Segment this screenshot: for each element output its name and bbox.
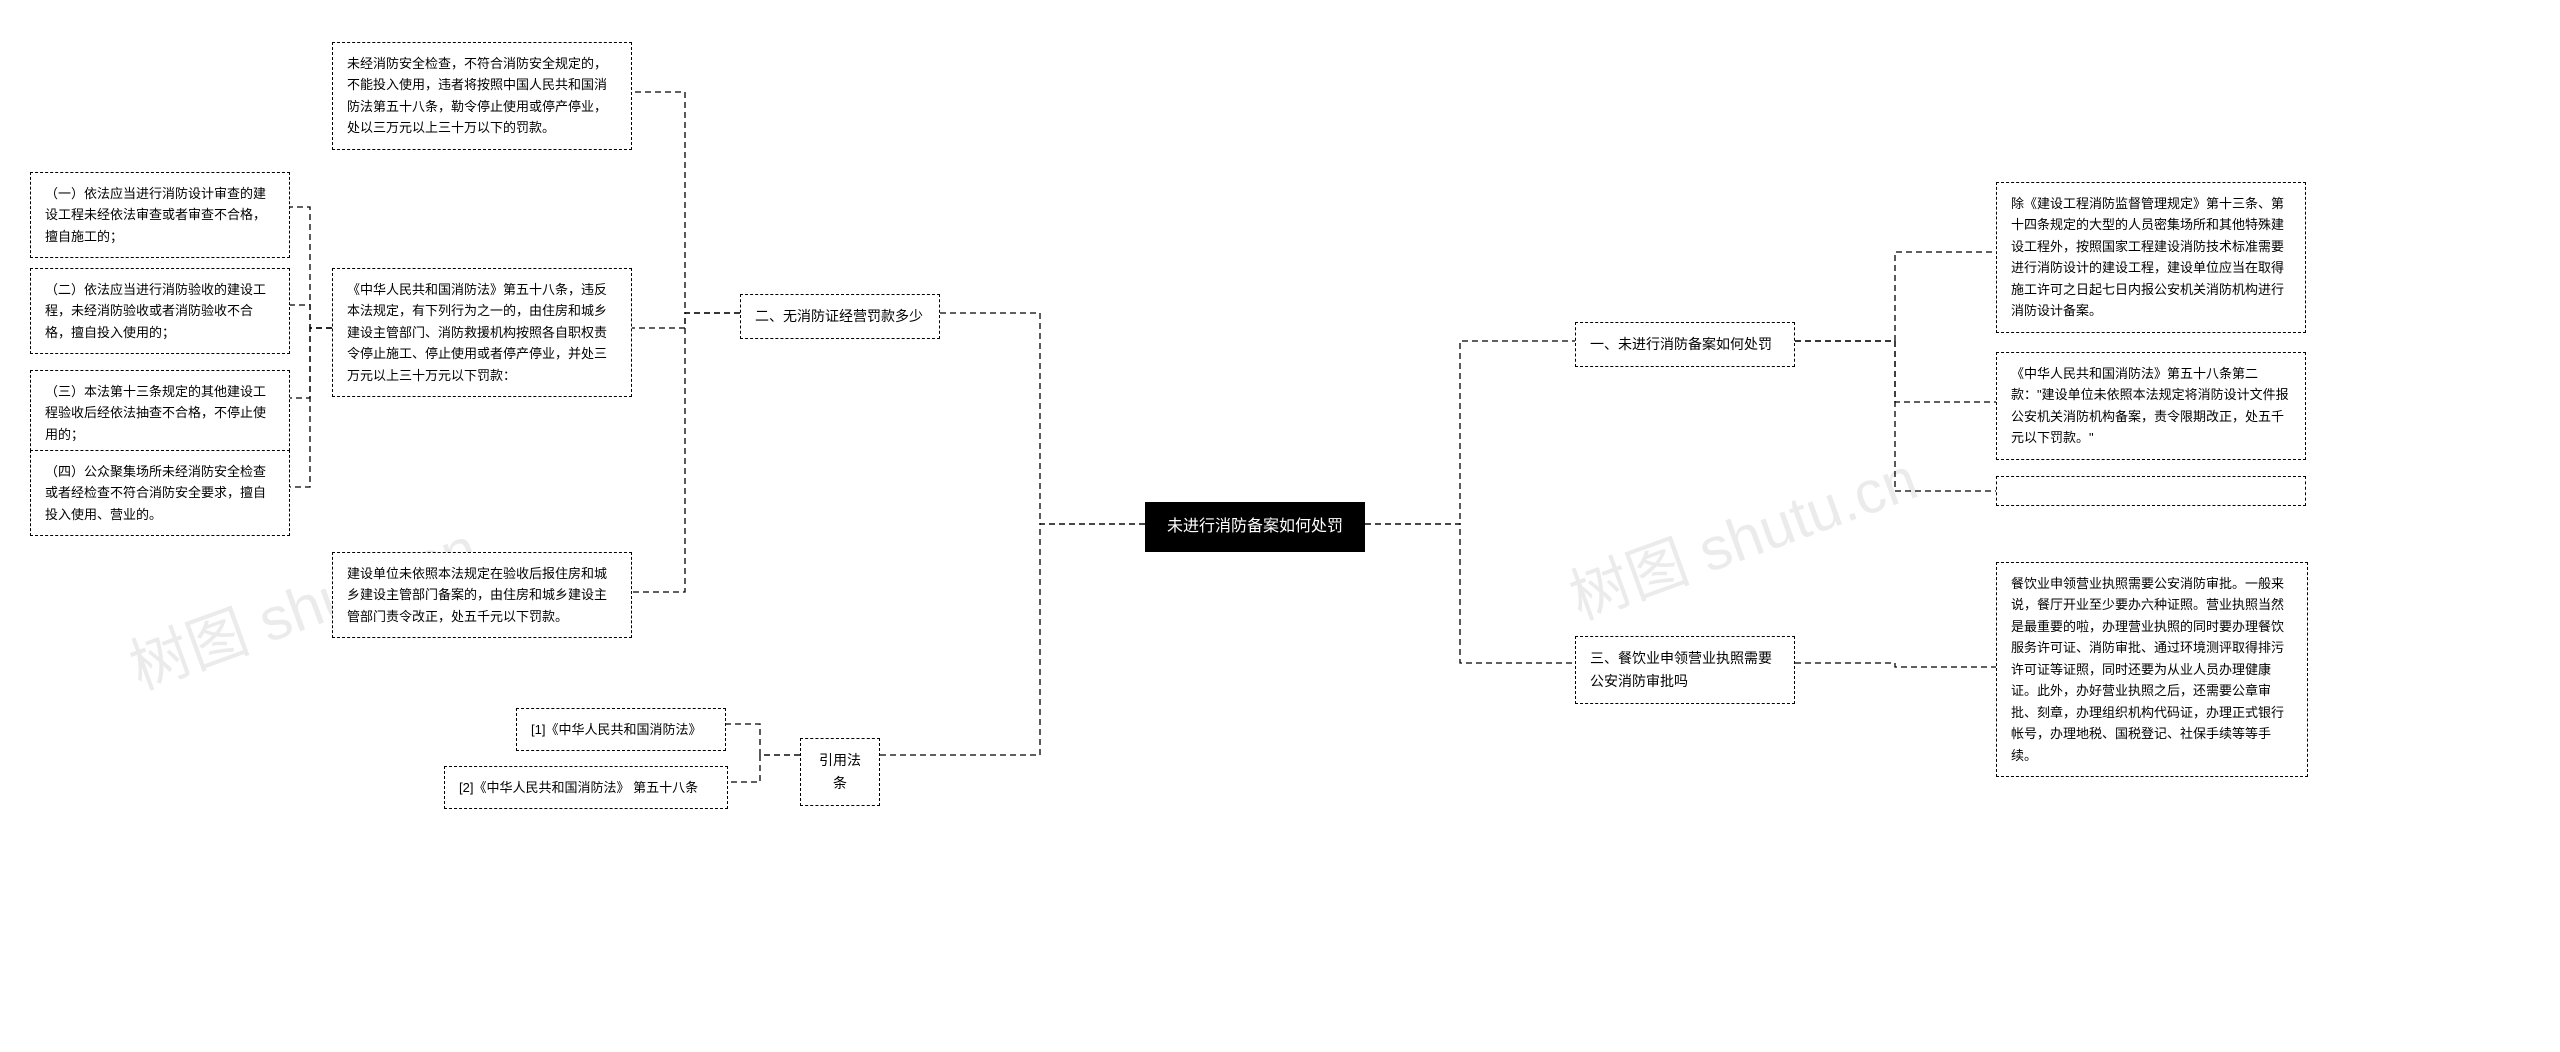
branch-right-2[interactable]: 三、餐饮业申领营业执照需要公安消防审批吗 — [1575, 636, 1795, 704]
leaf-right-2-1[interactable]: 餐饮业申领营业执照需要公安消防审批。一般来说，餐厅开业至少要办六种证照。营业执照… — [1996, 562, 2308, 777]
leaf-right-1-blank[interactable] — [1996, 476, 2306, 506]
sub-1[interactable]: （一）依法应当进行消防设计审查的建设工程未经依法审查或者审查不合格，擅自施工的； — [30, 172, 290, 258]
ref-1[interactable]: [1]《中华人民共和国消防法》 — [516, 708, 726, 751]
leaf-left-1-3[interactable]: 建设单位未依照本法规定在验收后报住房和城乡建设主管部门备案的，由住房和城乡建设主… — [332, 552, 632, 638]
leaf-left-1-2[interactable]: 《中华人民共和国消防法》第五十八条，违反本法规定，有下列行为之一的，由住房和城乡… — [332, 268, 632, 397]
watermark-2: 树图 shutu.cn — [1556, 430, 1927, 636]
sub-4[interactable]: （四）公众聚集场所未经消防安全检查或者经检查不符合消防安全要求，擅自投入使用、营… — [30, 450, 290, 536]
ref-2[interactable]: [2]《中华人民共和国消防法》 第五十八条 — [444, 766, 728, 809]
sub-3[interactable]: （三）本法第十三条规定的其他建设工程验收后经依法抽查不合格，不停止使用的； — [30, 370, 290, 456]
sub-2[interactable]: （二）依法应当进行消防验收的建设工程，未经消防验收或者消防验收不合格，擅自投入使… — [30, 268, 290, 354]
leaf-right-1-2[interactable]: 《中华人民共和国消防法》第五十八条第二款："建设单位未依照本法规定将消防设计文件… — [1996, 352, 2306, 460]
leaf-right-1-1[interactable]: 除《建设工程消防监督管理规定》第十三条、第十四条规定的大型的人员密集场所和其他特… — [1996, 182, 2306, 333]
branch-left-2[interactable]: 引用法条 — [800, 738, 880, 806]
root-node[interactable]: 未进行消防备案如何处罚 — [1145, 502, 1365, 552]
branch-left-1[interactable]: 二、无消防证经营罚款多少 — [740, 294, 940, 339]
branch-right-1[interactable]: 一、未进行消防备案如何处罚 — [1575, 322, 1795, 367]
leaf-left-1-1[interactable]: 未经消防安全检查，不符合消防安全规定的，不能投入使用，违者将按照中国人民共和国消… — [332, 42, 632, 150]
